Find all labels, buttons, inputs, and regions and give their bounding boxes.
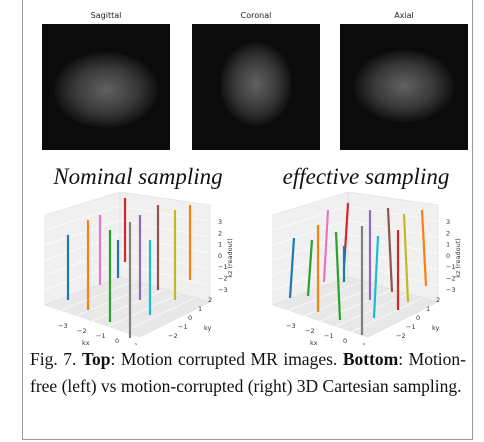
z-tick-label: −1 <box>218 263 228 271</box>
y-tick-label: −1 <box>406 323 416 331</box>
x-tick-label: −2 <box>305 327 315 335</box>
z-axis-label: kz (readout) <box>454 238 462 278</box>
y-axis-label: ky <box>204 324 212 332</box>
caption-bold: Bottom <box>342 349 399 369</box>
panel-title: Axial <box>394 11 414 20</box>
y-tick-label: −2 <box>396 332 406 340</box>
sample-line <box>322 209 330 283</box>
panel-title: Coronal <box>241 11 272 20</box>
grid-line <box>92 289 166 322</box>
grid-line <box>119 262 211 287</box>
grid-line <box>60 280 136 311</box>
grid-line <box>272 205 349 231</box>
x-tick-label: −3 <box>58 322 68 330</box>
brain <box>54 52 158 128</box>
grid-line <box>272 220 349 246</box>
z-tick-label: −3 <box>446 286 456 294</box>
grid-line <box>44 234 121 261</box>
sample-line <box>402 213 410 303</box>
grid-line <box>119 248 211 271</box>
grid-line <box>352 297 424 332</box>
y-tick-label: −2 <box>168 332 178 340</box>
sample-line <box>306 239 314 297</box>
y-axis-label: ky <box>432 324 440 332</box>
sample-line <box>386 207 394 293</box>
y-tick-label: 2 <box>208 296 212 304</box>
grid-line <box>304 285 379 316</box>
z-tick-label: −1 <box>446 263 456 271</box>
caption-bold: Top <box>81 349 111 369</box>
z-tick-label: 1 <box>446 241 450 249</box>
grid-line <box>119 219 211 238</box>
caption-text: : Motion corrupted MR images. <box>110 349 338 369</box>
z-tick-label: 0 <box>218 252 222 260</box>
y-tick-label: 1 <box>426 305 430 313</box>
x-tick-label: 1 <box>134 342 138 345</box>
grid-line <box>44 262 121 291</box>
figure-frame <box>22 0 473 440</box>
x-tick-label: −3 <box>286 322 296 330</box>
figure: Sagittal Coronal Axial Nominal sampling … <box>42 11 468 345</box>
x-axis-label: kx <box>310 339 318 345</box>
plot-title: effective sampling <box>283 164 450 189</box>
x-tick-label: −1 <box>324 332 334 340</box>
y-tick-label: 0 <box>188 314 192 322</box>
grid-line <box>119 234 211 254</box>
z-tick-label: 1 <box>218 241 222 249</box>
x-tick-label: −2 <box>77 327 87 335</box>
grid-line <box>320 289 394 322</box>
grid-line <box>288 280 364 311</box>
sample-line <box>288 237 296 299</box>
grid-line <box>108 293 181 327</box>
sample-line <box>372 235 380 319</box>
z-axis-label: kz (readout) <box>226 238 234 278</box>
y-tick-label: 2 <box>436 296 440 304</box>
grid-line <box>44 205 121 231</box>
brain <box>354 50 454 122</box>
grid-line <box>124 297 196 332</box>
z-tick-label: 3 <box>446 218 450 226</box>
brain <box>220 42 292 126</box>
z-tick-label: −2 <box>218 275 228 283</box>
grid-line <box>76 285 151 316</box>
grid-line <box>44 248 121 276</box>
y-tick-label: 1 <box>198 305 202 313</box>
y-tick-label: 0 <box>416 314 420 322</box>
z-tick-label: 0 <box>446 252 450 260</box>
x-axis-label: kx <box>82 339 90 345</box>
z-tick-label: 3 <box>218 218 222 226</box>
x-tick-label: −1 <box>96 332 106 340</box>
z-tick-label: 2 <box>446 229 450 237</box>
grid-line <box>336 293 409 327</box>
sample-line <box>420 209 428 287</box>
panel-title: Sagittal <box>91 11 122 20</box>
x-tick-label: 0 <box>343 337 347 345</box>
grid-line <box>44 220 121 246</box>
z-tick-label: −2 <box>446 275 456 283</box>
x-tick-label: 1 <box>362 342 366 345</box>
z-tick-label: 2 <box>218 229 222 237</box>
y-tick-label: −1 <box>178 323 188 331</box>
caption-label: Fig. 7. <box>30 349 77 369</box>
z-tick-label: −3 <box>218 286 228 294</box>
x-tick-label: 0 <box>115 337 119 345</box>
grid-line <box>119 205 211 222</box>
plot-title: Nominal sampling <box>52 164 222 189</box>
caption: Fig. 7. Top: Motion corrupted MR images.… <box>30 346 466 400</box>
sample-line <box>334 231 342 321</box>
caption-text: : Motion-free (left) vs motion-corrupted… <box>30 349 466 396</box>
